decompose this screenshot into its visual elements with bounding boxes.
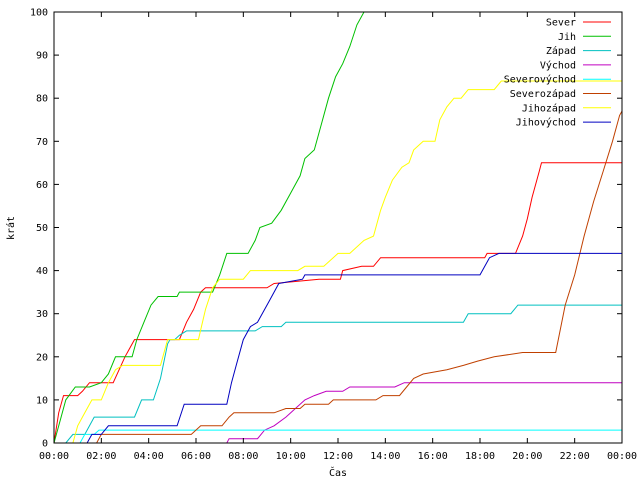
- legend-label: Severovýchod: [504, 74, 576, 86]
- x-tick-label: 08:00: [228, 451, 258, 462]
- y-tick-label: 40: [36, 266, 48, 277]
- y-tick-label: 20: [36, 352, 48, 363]
- legend: Sever Jih Západ Východ Severovýchod Severozáp…: [504, 18, 611, 129]
- y-tick-label: 30: [36, 309, 48, 320]
- x-tick-label: 16:00: [418, 451, 448, 462]
- y-tick-label: 100: [30, 8, 48, 19]
- series-line-3: [54, 304, 622, 443]
- y-tick-label: 90: [36, 51, 48, 62]
- legend-label: Jihovýchod: [516, 117, 576, 129]
- x-tick-label: 12:00: [323, 451, 353, 462]
- series-line-8: [54, 252, 622, 443]
- x-tick-label: 18:00: [465, 451, 495, 462]
- x-axis: 00:00 02:00 04:00 06:00 08:00 10:00 12:00 14:00…: [39, 12, 637, 462]
- series-line-7: [54, 80, 622, 443]
- legend-label: Sever: [546, 18, 576, 29]
- series-line-2: [54, 12, 365, 443]
- series-line-1: [54, 162, 622, 443]
- x-tick-label: 20:00: [512, 451, 542, 462]
- x-tick-label: 02:00: [86, 451, 116, 462]
- y-axis-label: krát: [5, 216, 17, 240]
- x-axis-label: Čas: [329, 466, 347, 479]
- x-tick-label: 10:00: [276, 451, 306, 462]
- y-tick-label: 10: [36, 395, 48, 406]
- x-tick-label: 04:00: [134, 451, 164, 462]
- x-tick-label: 14:00: [370, 451, 400, 462]
- y-tick-label: 80: [36, 94, 48, 105]
- legend-label: Jihozápad: [522, 102, 576, 114]
- y-axis: 0 10 20 30 40 50 60 70 80 90 100: [30, 8, 622, 450]
- y-tick-label: 50: [36, 223, 48, 234]
- legend-label: Západ: [546, 45, 576, 57]
- y-tick-label: 0: [42, 439, 48, 450]
- x-tick-label: 06:00: [181, 451, 211, 462]
- x-tick-label: 22:00: [560, 451, 590, 462]
- y-tick-label: 60: [36, 180, 48, 191]
- x-tick-label: 00:00: [607, 451, 637, 462]
- x-tick-label: 00:00: [39, 451, 69, 462]
- legend-label: Severozápad: [510, 88, 576, 100]
- series-line-6: [54, 110, 622, 443]
- y-tick-label: 70: [36, 137, 48, 148]
- legend-label: Východ: [540, 59, 576, 71]
- series-line-5: [54, 429, 622, 443]
- legend-label: Jih: [558, 32, 576, 43]
